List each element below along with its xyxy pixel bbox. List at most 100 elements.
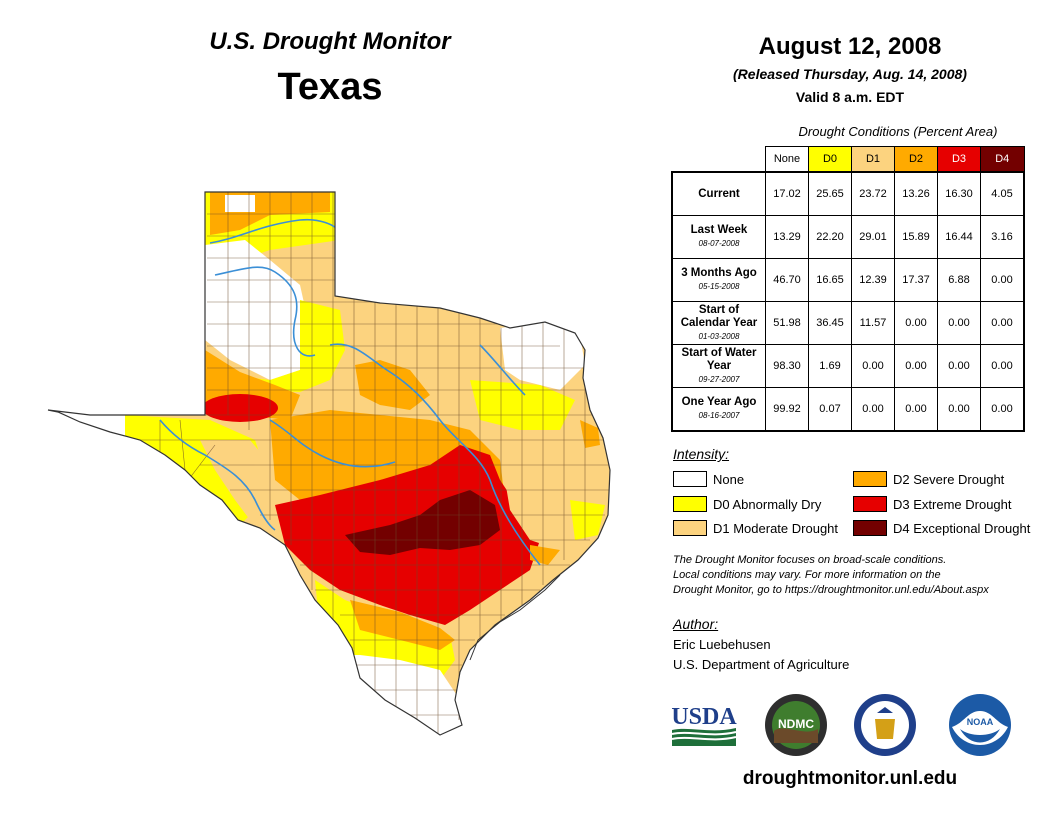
author-title: Author: <box>673 616 719 632</box>
cell: 0.00 <box>894 344 938 388</box>
cell: 0.00 <box>980 258 1025 302</box>
table-row: Last Week 08-07-2008 13.29 22.20 29.01 15… <box>671 215 1025 259</box>
legend-label: D4 Exceptional Drought <box>893 520 1031 536</box>
cell: 0.00 <box>937 344 981 388</box>
cell: 12.39 <box>851 258 895 302</box>
row-date: 05-15-2008 <box>698 282 740 291</box>
legend-swatch <box>673 520 707 536</box>
cell: 17.02 <box>765 171 809 216</box>
cell: 16.30 <box>937 171 981 216</box>
author-name: Eric Luebehusen <box>673 637 771 652</box>
row-label: 3 Months Ago <box>681 267 757 279</box>
disclaimer-line: The Drought Monitor focuses on broad-sca… <box>673 554 947 566</box>
legend-swatch <box>853 520 887 536</box>
cell: 0.00 <box>851 344 895 388</box>
noaa-logo: NOAA <box>949 694 1011 756</box>
usda-logo: USDA <box>671 704 737 746</box>
disclaimer-line: Drought Monitor, go to https://droughtmo… <box>673 584 989 596</box>
row-label: Start of Water Year <box>681 346 757 372</box>
col-header-d3: D3 <box>937 146 981 173</box>
table-caption: Drought Conditions (Percent Area) <box>798 124 998 139</box>
author-org: U.S. Department of Agriculture <box>673 657 850 672</box>
texas-drought-map <box>47 191 611 736</box>
legend-item-none: None <box>673 471 744 487</box>
legend-swatch <box>853 496 887 512</box>
ndmc-logo: NDMC <box>765 694 827 756</box>
cell: 1.69 <box>808 344 852 388</box>
release-date: (Released Thursday, Aug. 14, 2008) <box>733 66 967 82</box>
row-label: Last Week <box>690 224 748 236</box>
cell: 4.05 <box>980 171 1025 216</box>
usda-logo-text: USDA <box>671 704 737 730</box>
legend-item-d0: D0 Abnormally Dry <box>673 496 821 512</box>
valid-time: Valid 8 a.m. EDT <box>795 89 905 105</box>
legend-item-d4: D4 Exceptional Drought <box>853 520 1030 536</box>
cell: 36.45 <box>808 301 852 345</box>
col-header-none: None <box>765 146 809 173</box>
website-link[interactable]: droughtmonitor.unl.edu <box>742 768 958 789</box>
cell: 16.44 <box>937 215 981 259</box>
cell: 3.16 <box>980 215 1025 259</box>
disclaimer-line: Local conditions may vary. For more info… <box>673 569 941 581</box>
cell: 0.00 <box>937 301 981 345</box>
legend-item-d3: D3 Extreme Drought <box>853 496 1012 512</box>
col-header-d2: D2 <box>894 146 938 173</box>
legend-item-d2: D2 Severe Drought <box>853 471 1004 487</box>
monitor-title: U.S. Drought Monitor <box>209 28 451 55</box>
row-label: One Year Ago <box>681 396 757 408</box>
row-date: 08-16-2007 <box>698 411 740 420</box>
cell: 15.89 <box>894 215 938 259</box>
cell: 98.30 <box>765 344 809 388</box>
legend-label: D0 Abnormally Dry <box>713 496 822 512</box>
table-row: Current 17.02 25.65 23.72 13.26 16.30 4.… <box>671 171 1025 216</box>
cell: 0.00 <box>980 301 1025 345</box>
map-date: August 12, 2008 <box>758 33 942 60</box>
legend-label: D3 Extreme Drought <box>893 496 1012 512</box>
legend-label: D2 Severe Drought <box>893 471 1005 487</box>
cell: 0.00 <box>851 387 895 432</box>
commerce-seal-logo <box>854 694 916 756</box>
cell: 99.92 <box>765 387 809 432</box>
row-date: 08-07-2008 <box>698 239 740 248</box>
row-label: Start of Calendar Year <box>680 303 758 329</box>
row-date: 09-27-2007 <box>698 374 740 384</box>
cell: 0.00 <box>980 387 1025 432</box>
cell: 0.00 <box>894 387 938 432</box>
cell: 0.07 <box>808 387 852 432</box>
legend-label: None <box>713 471 745 487</box>
cell: 23.72 <box>851 171 895 216</box>
cell: 17.37 <box>894 258 938 302</box>
cell: 51.98 <box>765 301 809 345</box>
legend-label: D1 Moderate Drought <box>713 520 839 536</box>
cell: 11.57 <box>851 301 895 345</box>
cell: 22.20 <box>808 215 852 259</box>
col-header-d4: D4 <box>980 146 1025 173</box>
cell: 16.65 <box>808 258 852 302</box>
cell: 0.00 <box>894 301 938 345</box>
cell: 29.01 <box>851 215 895 259</box>
cell: 46.70 <box>765 258 809 302</box>
noaa-logo-text: NOAA <box>967 717 994 727</box>
cell: 0.00 <box>937 387 981 432</box>
disclaimer: The Drought Monitor focuses on broad-sca… <box>673 553 1043 598</box>
table-row: Start of Calendar Year 01-03-2008 51.98 3… <box>671 301 1025 345</box>
cell: 6.88 <box>937 258 981 302</box>
col-header-d1: D1 <box>851 146 895 173</box>
state-title: Texas <box>277 66 383 108</box>
cell: 0.00 <box>980 344 1025 388</box>
cell: 13.26 <box>894 171 938 216</box>
cell: 25.65 <box>808 171 852 216</box>
row-date: 01-03-2008 <box>698 331 740 341</box>
cell: 13.29 <box>765 215 809 259</box>
drought-conditions-table: None D0 D1 D2 D3 D4 Current 17.02 25.65 … <box>671 146 1025 432</box>
row-label: Current <box>698 187 740 200</box>
ndmc-logo-text: NDMC <box>778 717 814 731</box>
table-row: Start of Water Year 09-27-2007 98.30 1.69… <box>671 344 1025 388</box>
legend-swatch <box>673 496 707 512</box>
legend-item-d1: D1 Moderate Drought <box>673 520 838 536</box>
legend-title: Intensity: <box>673 446 730 462</box>
legend-swatch <box>673 471 707 487</box>
table-row: One Year Ago 08-16-2007 99.92 0.07 0.00 0… <box>671 387 1025 432</box>
table-row: 3 Months Ago 05-15-2008 46.70 16.65 12.39… <box>671 258 1025 302</box>
col-header-d0: D0 <box>808 146 852 173</box>
